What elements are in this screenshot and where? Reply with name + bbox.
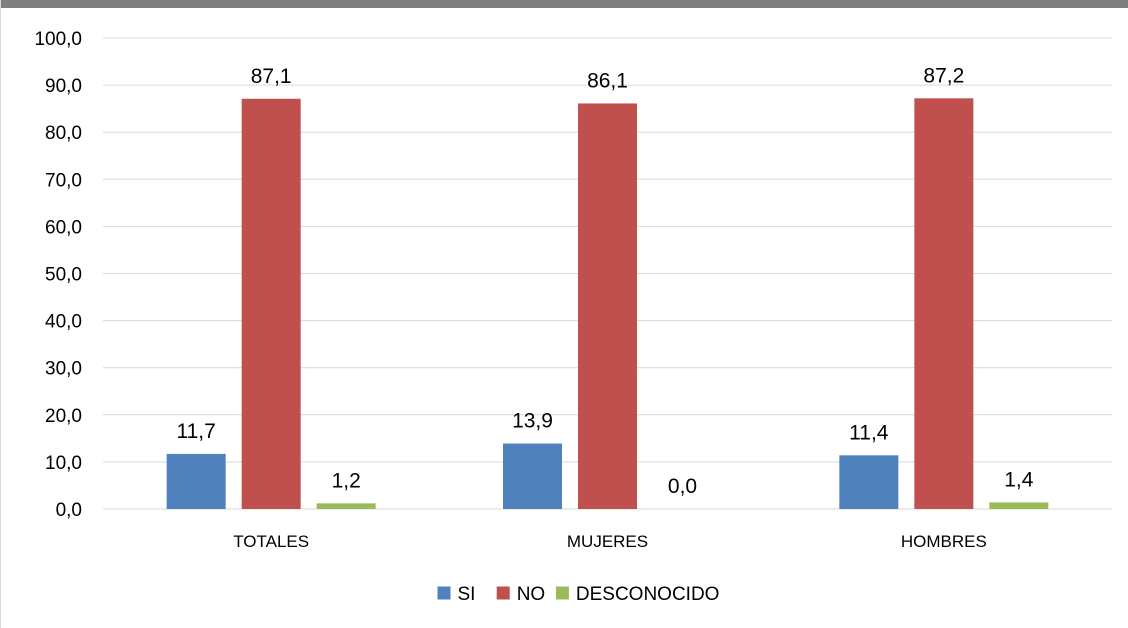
x-category-label: HOMBRES	[901, 532, 987, 551]
bar-si-mujeres	[503, 443, 562, 509]
window-top-strip	[0, 0, 1128, 8]
bar-desconocido-totales	[316, 503, 376, 509]
y-tick-label: 80,0	[45, 123, 82, 144]
y-tick-label: 50,0	[45, 265, 82, 286]
legend-swatch-si	[437, 586, 451, 600]
y-tick-label: 100,0	[34, 29, 82, 50]
legend-label: NO	[517, 584, 546, 605]
y-axis-ticks: 0,0 10,0 20,0 30,0 40,0 50,0 60,0 70,0 80,0 90,0 1…	[34, 29, 82, 521]
x-axis-categories: TOTALES MUJERES HOMBRES	[233, 532, 987, 551]
data-label: 86,1	[587, 69, 628, 92]
y-tick-label: 40,0	[45, 312, 82, 333]
bar-no-hombres	[914, 98, 974, 510]
y-tick-label: 60,0	[45, 217, 82, 238]
bar-no-totales	[241, 98, 301, 509]
x-category-label: MUJERES	[567, 532, 648, 551]
data-label: 11,4	[849, 421, 889, 444]
data-label: 11,7	[177, 420, 216, 443]
data-label: 1,4	[1004, 468, 1034, 491]
y-tick-label: 0,0	[56, 500, 82, 521]
y-tick-label: 30,0	[45, 359, 82, 380]
bar-si-totales	[166, 453, 226, 509]
y-tick-label: 20,0	[45, 406, 82, 427]
bar-si-hombres	[839, 455, 899, 509]
y-tick-label: 90,0	[45, 76, 82, 97]
data-labels: 11,7 87,1 1,2 13,9 86,1 0,0 11,4 87,2 1,4	[177, 64, 1034, 498]
data-label: 1,2	[332, 469, 361, 492]
legend-label: DESCONOCIDO	[576, 584, 720, 605]
data-label: 87,1	[251, 65, 292, 88]
bar-no-mujeres	[578, 103, 637, 510]
data-label: 13,9	[512, 410, 553, 433]
legend-swatch-desconocido	[555, 586, 569, 600]
bars	[166, 98, 1049, 510]
data-label: 0,0	[668, 475, 697, 498]
legend: SI NO DESCONOCIDO	[437, 584, 720, 605]
legend-label: SI	[458, 584, 476, 605]
y-tick-label: 70,0	[45, 170, 82, 191]
data-label: 87,2	[923, 64, 964, 87]
bar-desconocido-hombres	[989, 502, 1049, 509]
y-tick-label: 10,0	[45, 453, 82, 474]
x-category-label: TOTALES	[233, 532, 309, 551]
legend-swatch-no	[496, 586, 510, 600]
